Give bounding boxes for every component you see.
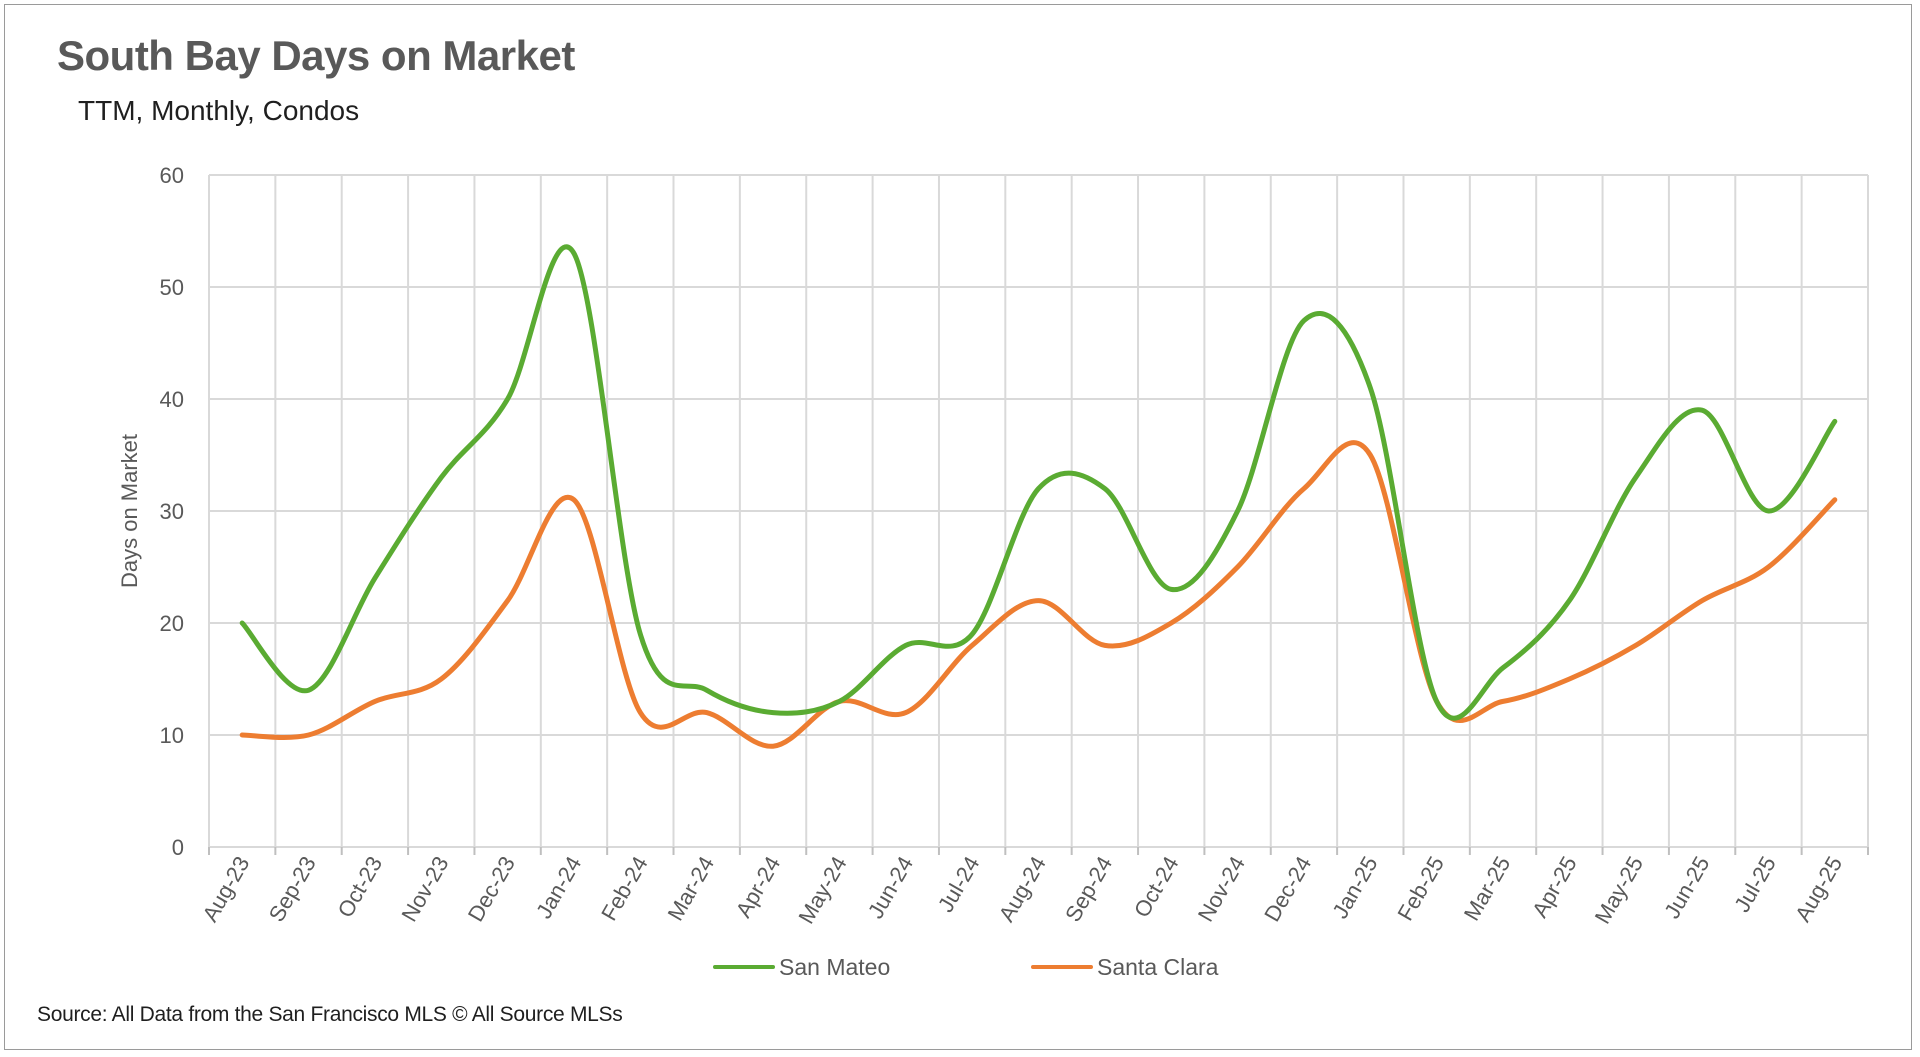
legend-label-santa-clara: Santa Clara (1097, 953, 1219, 980)
x-tick-label: Jan-24 (531, 852, 586, 923)
legend-item-san-mateo: San Mateo (713, 952, 890, 982)
x-tick-label: May-25 (1590, 852, 1648, 928)
x-tick-label: May-24 (793, 852, 851, 928)
x-tick-label: Jul-24 (933, 852, 985, 916)
x-tick-label: Nov-24 (1193, 852, 1250, 926)
x-tick-label: Jun-25 (1659, 852, 1714, 923)
gridlines (208, 174, 1869, 855)
y-tick-label: 40 (160, 387, 184, 412)
y-tick-label: 20 (160, 611, 184, 636)
y-axis-ticks: 0 10 20 30 40 50 60 (160, 163, 184, 860)
x-tick-label: Oct-24 (1129, 852, 1184, 922)
x-tick-label: Jun-24 (863, 852, 918, 923)
x-tick-label: Mar-24 (663, 852, 719, 925)
legend-label-san-mateo: San Mateo (779, 953, 891, 980)
legend-item-santa-clara: Santa Clara (1031, 952, 1218, 982)
y-tick-label: 60 (160, 163, 184, 188)
x-tick-label: Oct-23 (333, 852, 388, 922)
y-tick-label: 10 (160, 723, 184, 748)
chart-title: South Bay Days on Market (57, 32, 575, 79)
x-tick-label: Aug-23 (197, 852, 254, 926)
series-line-san-mateo (239, 244, 1838, 721)
x-tick-label: Dec-23 (463, 852, 520, 926)
y-tick-label: 30 (160, 499, 184, 524)
x-tick-label: Feb-25 (1392, 852, 1449, 925)
legend-swatch-santa-clara (1031, 965, 1093, 969)
source-note: Source: All Data from the San Francisco … (37, 1003, 623, 1026)
x-tick-label: Feb-24 (596, 852, 653, 925)
x-tick-label: Nov-23 (396, 852, 453, 926)
x-tick-label: Jul-25 (1729, 852, 1781, 916)
y-axis-label: Days on Market (117, 434, 142, 588)
x-tick-label: Dec-24 (1259, 852, 1316, 926)
chart-subtitle: TTM, Monthly, Condos (78, 95, 360, 126)
x-tick-label: Jan-25 (1327, 852, 1382, 923)
legend-swatch-san-mateo (713, 965, 775, 969)
x-tick-label: Mar-25 (1459, 852, 1515, 925)
x-tick-label: Sep-24 (1060, 852, 1117, 926)
x-tick-label: Aug-25 (1790, 852, 1847, 926)
chart-frame (4, 4, 1912, 1050)
y-tick-label: 50 (160, 275, 184, 300)
series-lines (239, 244, 1838, 749)
y-tick-label: 0 (172, 835, 184, 860)
x-tick-label: Apr-25 (1527, 852, 1582, 922)
x-axis-ticks: Aug-23 Sep-23 Oct-23 Nov-23 Dec-23 Jan-24 Feb-… (197, 852, 1847, 928)
x-tick-label: Aug-24 (994, 852, 1051, 926)
x-tick-label: Apr-24 (731, 852, 786, 922)
x-tick-label: Sep-23 (264, 852, 321, 926)
series-line-santa-clara (239, 440, 1838, 749)
